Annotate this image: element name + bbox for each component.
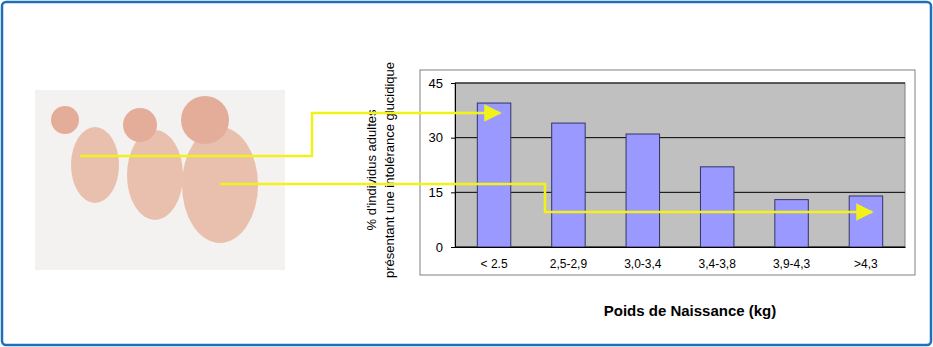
y-tick: 0 bbox=[436, 240, 455, 255]
baby-head bbox=[123, 108, 157, 142]
grid-line bbox=[455, 247, 905, 248]
y-tick-mark bbox=[451, 247, 455, 248]
arrow bbox=[80, 113, 500, 156]
y-tick-label: 15 bbox=[429, 185, 443, 200]
y-axis: 0 15 30 45 bbox=[429, 76, 456, 255]
x-tick-label: 2,5-2,9 bbox=[550, 257, 588, 271]
bar bbox=[775, 200, 808, 247]
x-tick-label: < 2.5 bbox=[481, 257, 508, 271]
bar bbox=[700, 167, 733, 247]
frame bbox=[2, 2, 931, 345]
chart-box bbox=[420, 70, 915, 275]
x-tick: 2,5-2,9 bbox=[550, 247, 588, 271]
grid bbox=[455, 83, 905, 247]
x-tick: < 2.5 bbox=[481, 247, 508, 271]
grid-line bbox=[455, 137, 905, 138]
illustration bbox=[35, 90, 285, 270]
grid-line bbox=[455, 192, 905, 193]
x-tick: >4,3 bbox=[854, 247, 878, 271]
x-tick: 3,0-3,4 bbox=[624, 247, 662, 271]
x-axis-line bbox=[456, 247, 906, 248]
x-axis: < 2.5 2,5-2,9 3,0-3,4 3,4-3,8 3,9-4,3 >4,3 bbox=[456, 247, 906, 271]
y-tick: 45 bbox=[429, 76, 455, 91]
bar bbox=[477, 103, 510, 247]
bar bbox=[849, 196, 882, 247]
plot-area bbox=[455, 83, 905, 247]
x-tick-label: 3,9-4,3 bbox=[773, 257, 811, 271]
y-tick-label: 30 bbox=[429, 130, 443, 145]
arrows bbox=[80, 113, 872, 212]
y-axis-title: % d'individus adultes bbox=[364, 109, 379, 230]
y-axis-line bbox=[451, 84, 456, 248]
x-tick: 3,4-3,8 bbox=[699, 247, 737, 271]
y-tick-label: 0 bbox=[436, 240, 443, 255]
bars bbox=[477, 103, 882, 247]
baby-body bbox=[71, 127, 119, 203]
x-axis-title: Poids de Naissance (kg) bbox=[604, 302, 777, 319]
y-tick-mark bbox=[451, 83, 455, 84]
x-tick-label: >4,3 bbox=[854, 257, 878, 271]
x-tick: 3,9-4,3 bbox=[773, 247, 811, 271]
photo-bg bbox=[35, 90, 285, 270]
figure: 0 15 30 45 < 2.5 2,5-2,9 3,0-3,4 3,4-3,8 3,9-4,3… bbox=[0, 0, 933, 347]
x-tick-label: 3,0-3,4 bbox=[624, 257, 662, 271]
y-tick: 30 bbox=[429, 130, 455, 145]
baby-body bbox=[127, 130, 183, 220]
baby-head bbox=[51, 106, 79, 134]
y-axis-title: présentant une intolérance glucidique bbox=[382, 62, 397, 278]
arrow bbox=[220, 184, 872, 212]
y-tick: 15 bbox=[429, 185, 455, 200]
baby-head bbox=[181, 96, 229, 144]
x-tick-label: 3,4-3,8 bbox=[699, 257, 737, 271]
y-tick-mark bbox=[451, 138, 455, 139]
grid-line bbox=[455, 83, 905, 84]
y-tick-label: 45 bbox=[429, 76, 443, 91]
bar bbox=[626, 134, 659, 247]
bar bbox=[552, 123, 585, 247]
y-tick-mark bbox=[451, 192, 455, 193]
